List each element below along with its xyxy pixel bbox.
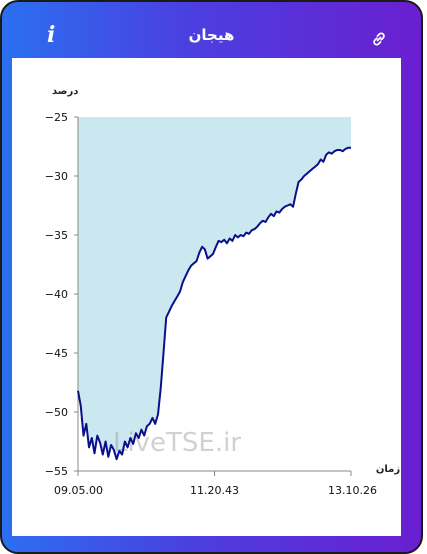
x-tick-label: 11.20.43 xyxy=(190,484,239,497)
y-tick-label: −45 xyxy=(45,347,68,360)
link-icon[interactable] xyxy=(370,30,388,48)
y-tick-label: −50 xyxy=(45,406,68,419)
chart-card: درصد زمان LiveTSE.ir −25 −30 −35 −40 −45 −50−… xyxy=(12,58,401,536)
header-bar: i هیجان xyxy=(2,2,421,58)
x-axis-label: زمان xyxy=(376,464,400,475)
y-tick-label: −35 xyxy=(45,229,68,242)
info-icon[interactable]: i xyxy=(47,22,56,48)
y-tick-label: −55 xyxy=(45,465,68,478)
series-line xyxy=(77,146,351,461)
y-axis-label: درصد xyxy=(52,86,78,97)
y-tick-label: −40 xyxy=(45,288,68,301)
y-tick-label: −30 xyxy=(45,170,68,183)
x-tick-label: 09.05.00 xyxy=(54,484,103,497)
area-fill xyxy=(78,117,351,460)
page-title: هیجان xyxy=(188,26,235,44)
x-tick-label: 13.10.26 xyxy=(328,484,377,497)
chart: درصد زمان LiveTSE.ir −25−30−35−40−45−50−… xyxy=(45,86,401,497)
y-tick-label: −25 xyxy=(45,111,68,124)
